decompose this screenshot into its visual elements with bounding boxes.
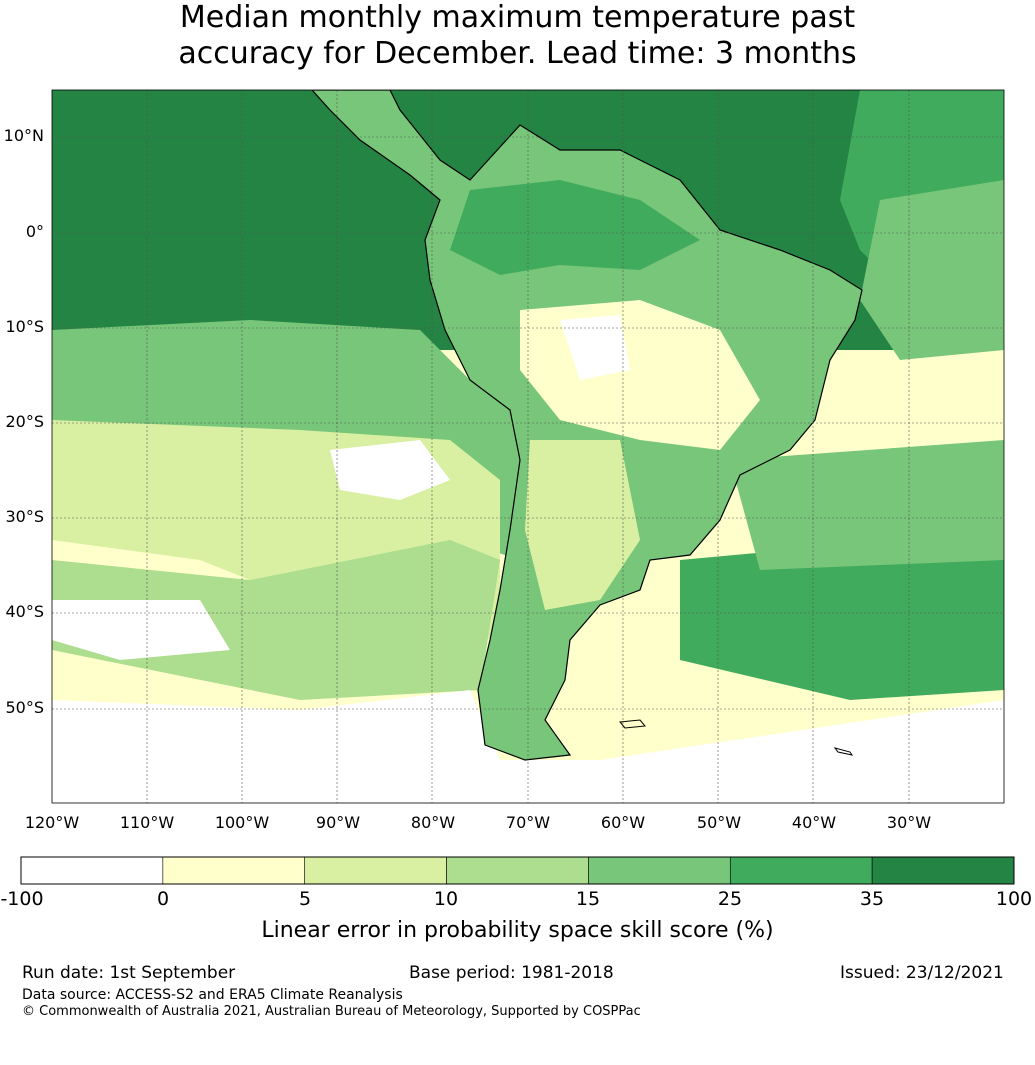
lon-label-40w: 40°W	[791, 813, 837, 832]
run-date: Run date: 1st September	[22, 963, 236, 983]
map-area	[52, 90, 1004, 803]
chart-title: Median monthly maximum temperature past …	[0, 0, 1035, 72]
colorbar	[20, 856, 1015, 885]
lon-label-100w: 100°W	[214, 813, 270, 832]
colorbar-title: Linear error in probability space skill …	[261, 918, 774, 943]
data-source: Data source: ACCESS-S2 and ERA5 Climate …	[22, 987, 403, 1003]
colorbar-segment	[729, 856, 873, 885]
lat-label-0: 0°	[25, 222, 44, 241]
amazon-north-region	[450, 180, 700, 275]
atlantic-subtropical-region	[730, 440, 1004, 570]
lon-label-110w: 110°W	[119, 813, 175, 832]
colorbar-tick-label: 0	[156, 888, 170, 910]
lon-label-70w: 70°W	[505, 813, 551, 832]
southern-ocean-region	[52, 690, 1004, 803]
colorbar-segment	[162, 856, 306, 885]
central-brazil-low-skill	[560, 315, 630, 380]
colorbar-tick-label: 5	[298, 888, 312, 910]
lat-label-10n: 10°N	[3, 126, 44, 145]
lon-label-80w: 80°W	[410, 813, 456, 832]
colorbar-frame	[20, 856, 1015, 885]
copyright: © Commonwealth of Australia 2021, Austra…	[22, 1004, 641, 1019]
colorbar-tick-label: -100	[0, 888, 44, 910]
base-period: Base period: 1981-2018	[409, 963, 614, 983]
colorbar-segment	[871, 856, 1015, 885]
falkland-islands	[619, 719, 646, 729]
south-atlantic-region	[680, 530, 1004, 700]
southern-cone-region	[525, 440, 640, 610]
colorbar-tick-label: 25	[717, 888, 743, 910]
lat-label-20s: 20°S	[5, 412, 44, 431]
colorbar-tick-label: 15	[575, 888, 601, 910]
lat-label-10s: 10°S	[5, 317, 44, 336]
colorbar-tick-label: 100	[995, 888, 1033, 910]
colorbar-tick-label: 10	[433, 888, 459, 910]
lon-label-120w: 120°W	[24, 813, 80, 832]
lon-label-30w: 30°W	[886, 813, 932, 832]
colorbar-segment	[446, 856, 589, 885]
south-pacific-region	[52, 540, 500, 700]
lat-label-40s: 40°S	[5, 602, 44, 621]
title-line-1: Median monthly maximum temperature past	[179, 0, 856, 35]
lon-label-90w: 90°W	[315, 813, 361, 832]
title-line-2: accuracy for December. Lead time: 3 mont…	[178, 36, 857, 71]
colorbar-segment	[588, 856, 731, 885]
low-skill-patch-west	[52, 600, 230, 660]
colorbar-segment	[304, 856, 447, 885]
lat-label-30s: 30°S	[5, 507, 44, 526]
atlantic-equatorial-region	[860, 180, 1004, 360]
south-georgia-island	[833, 747, 854, 756]
low-skill-patch-center	[330, 440, 450, 500]
map-gridlines	[52, 90, 1004, 803]
lon-label-60w: 60°W	[600, 813, 646, 832]
lat-label-50s: 50°S	[5, 698, 44, 717]
lon-label-50w: 50°W	[696, 813, 742, 832]
map-frame	[51, 89, 1005, 804]
colorbar-tick-label: 35	[859, 888, 885, 910]
issued-date: Issued: 23/12/2021	[840, 963, 1004, 983]
colorbar-segment	[20, 856, 164, 885]
